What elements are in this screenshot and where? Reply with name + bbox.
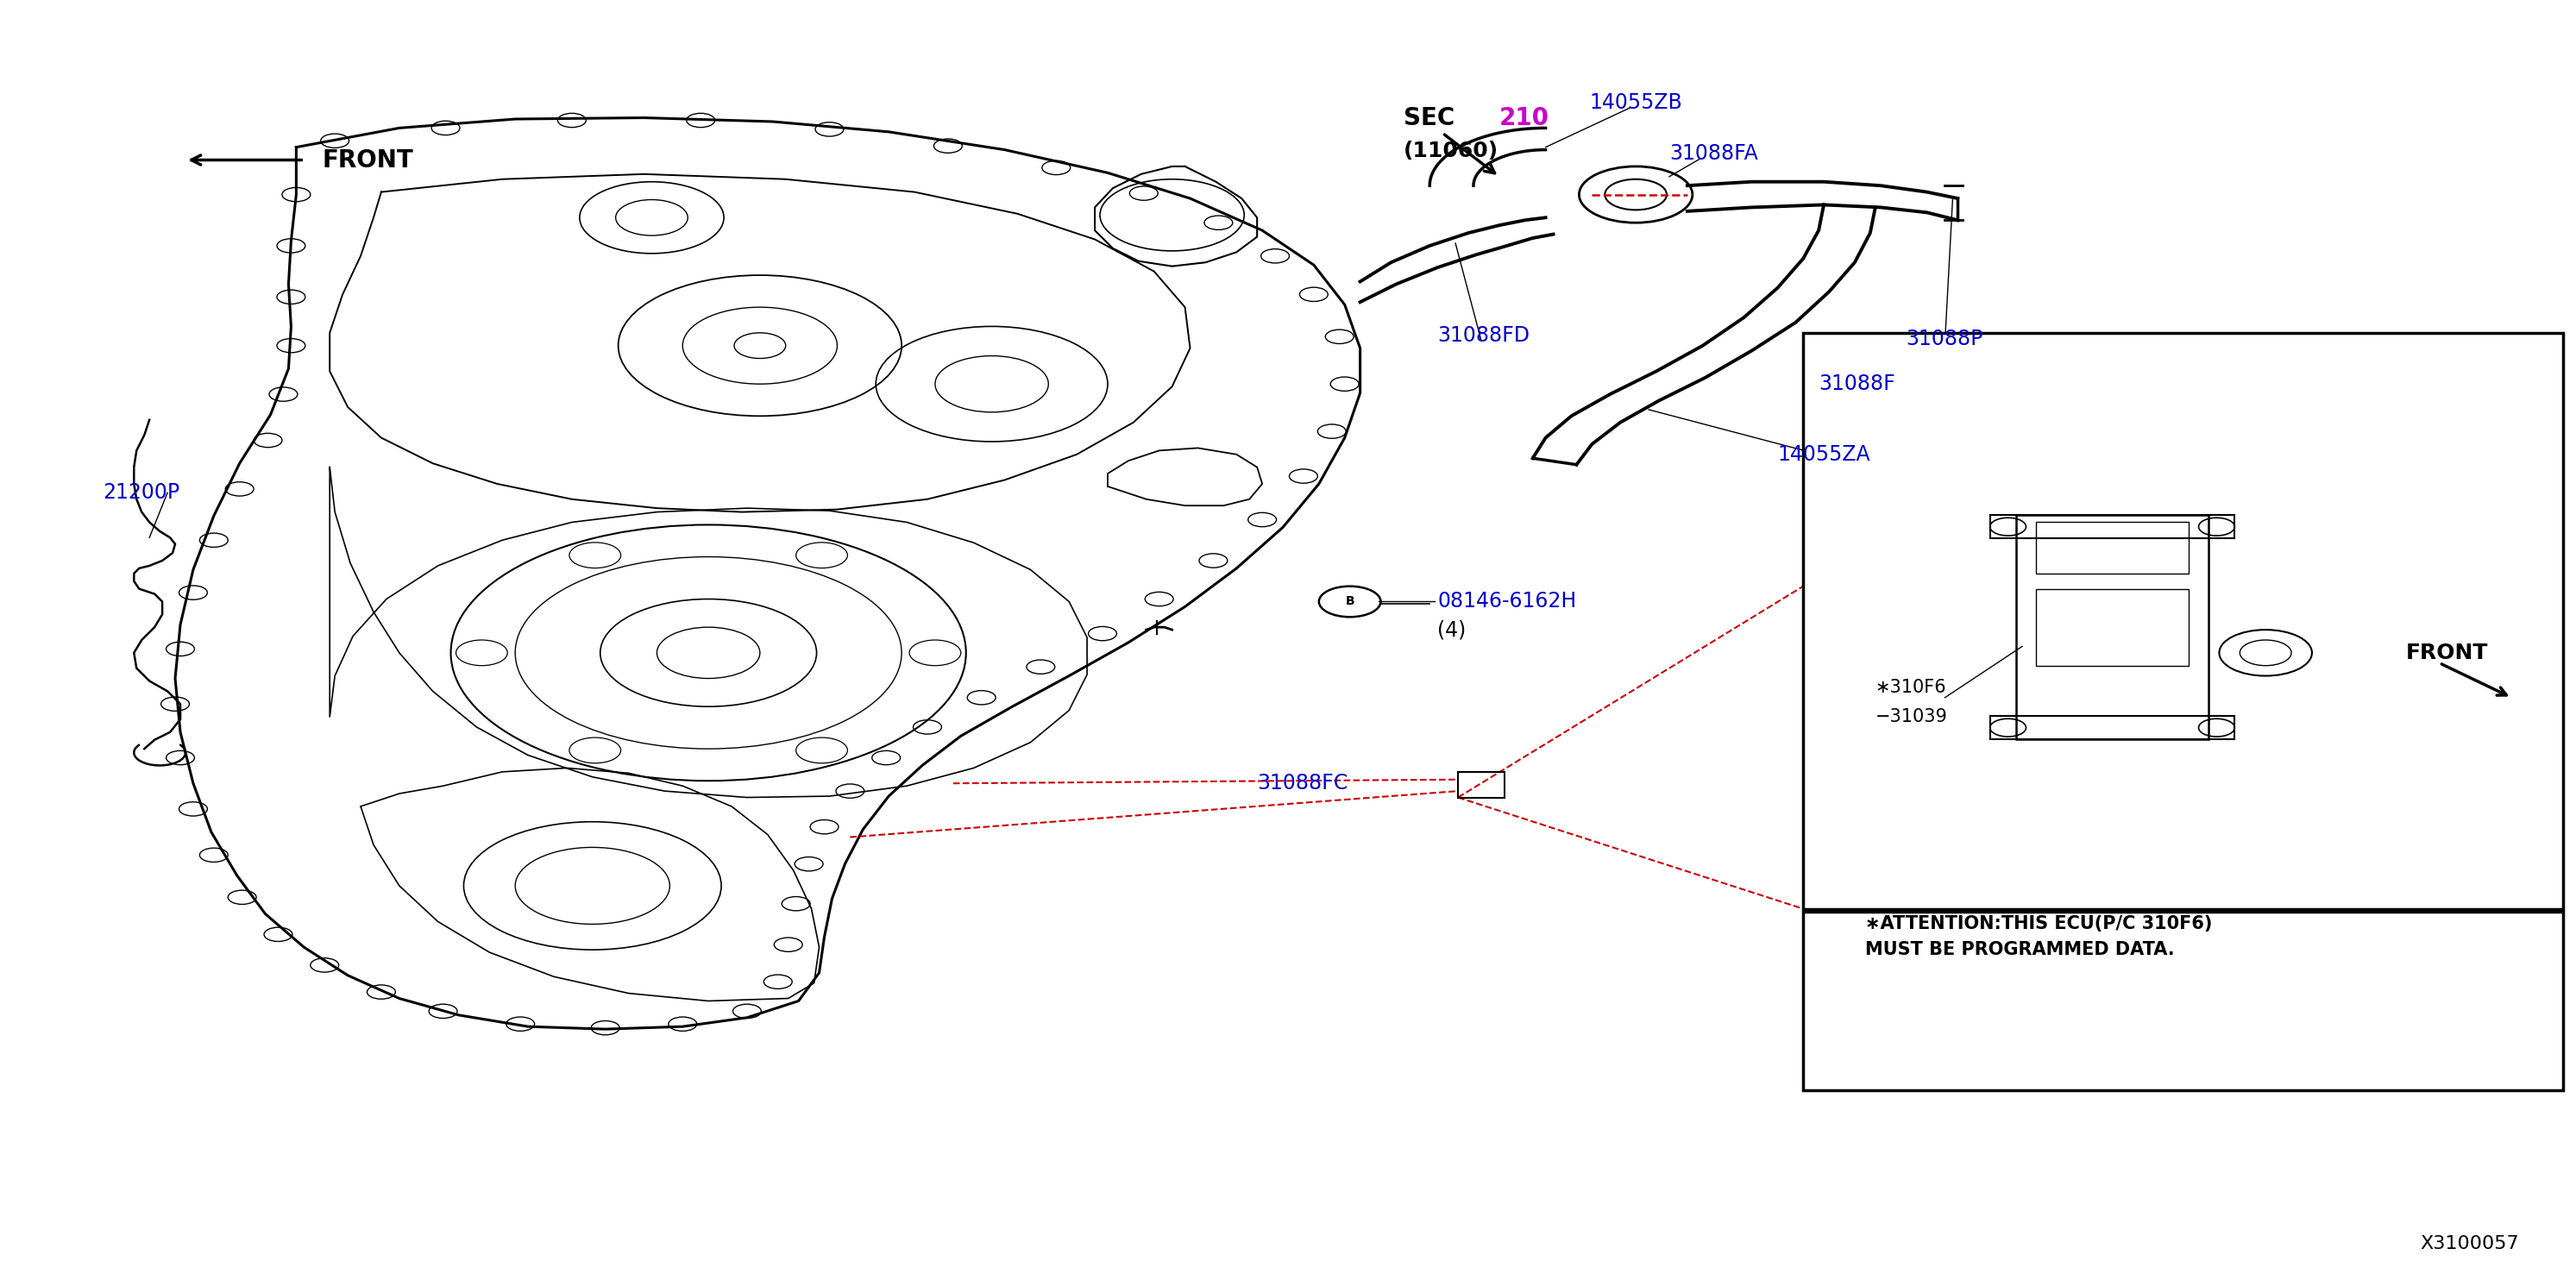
Text: ∗310F6: ∗310F6 — [1875, 678, 1947, 696]
Text: −31039: −31039 — [1875, 708, 1947, 726]
Text: 31088F: 31088F — [1819, 374, 1896, 394]
Bar — [2014, 516, 2208, 739]
Text: 31088FD: 31088FD — [1437, 325, 1530, 346]
Text: 14055ZB: 14055ZB — [1589, 92, 1682, 113]
Bar — [1989, 717, 2233, 739]
Bar — [1989, 515, 2233, 538]
Text: ∗ATTENTION:THIS ECU(P/C 310F6)
MUST BE PROGRAMMED DATA.: ∗ATTENTION:THIS ECU(P/C 310F6) MUST BE P… — [1865, 915, 2213, 959]
Text: 21200P: 21200P — [103, 483, 180, 503]
Bar — [1803, 911, 2563, 1091]
Bar — [1803, 333, 2563, 909]
Text: 08146-6162H: 08146-6162H — [1437, 591, 1577, 612]
Text: 31088P: 31088P — [1906, 329, 1984, 349]
Text: SEC: SEC — [1404, 106, 1455, 129]
Text: (4): (4) — [1437, 620, 1466, 640]
Text: X3100057: X3100057 — [2421, 1235, 2519, 1253]
Text: B: B — [1345, 595, 1355, 608]
Bar — [1458, 772, 1504, 797]
Bar — [2035, 522, 2187, 573]
Text: FRONT: FRONT — [322, 148, 412, 172]
Text: 31088FC: 31088FC — [1257, 773, 1347, 794]
Text: 210: 210 — [1499, 106, 1548, 129]
Text: (11060): (11060) — [1404, 141, 1499, 161]
Text: FRONT: FRONT — [2406, 643, 2488, 663]
Text: 31088FA: 31088FA — [1669, 143, 1757, 164]
Text: 14055ZA: 14055ZA — [1777, 444, 1870, 465]
Bar — [2035, 589, 2187, 666]
